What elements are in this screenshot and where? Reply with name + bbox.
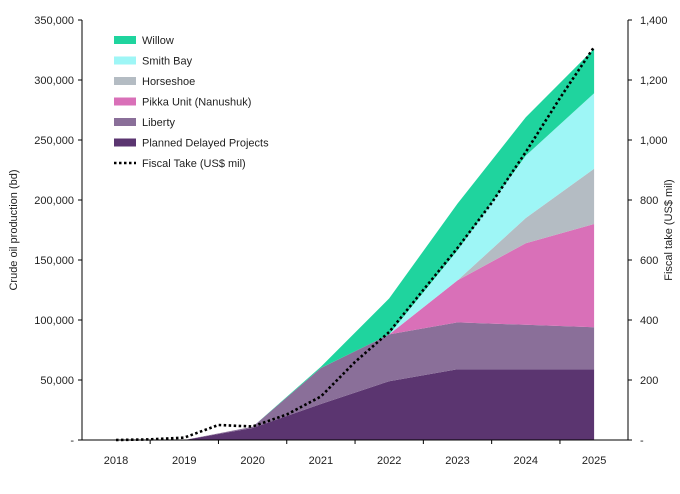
stacked-areas (116, 48, 595, 441)
legend-item-pikka-unit-nanushuk: Pikka Unit (Nanushuk) (114, 97, 251, 109)
y-right-tick-label: 800 (640, 195, 658, 207)
y-right-tick-label: 200 (640, 375, 658, 387)
x-tick-label: 2020 (240, 455, 264, 467)
y-right-tick-label: 1,000 (640, 135, 668, 147)
legend-item-smith-bay: Smith Bay (114, 56, 193, 68)
area-planned-delayed-projects (116, 369, 595, 440)
legend-swatch (114, 56, 136, 65)
y-right-tick-label: 600 (640, 255, 658, 267)
x-tick-label: 2025 (582, 455, 606, 467)
y-left-tick-label: 100,000 (34, 315, 74, 327)
legend-label: Pikka Unit (Nanushuk) (142, 97, 251, 109)
legend-item-fiscal-take-us-mil: Fiscal Take (US$ mil) (114, 158, 246, 170)
legend-swatch (114, 118, 136, 126)
legend-label: Horseshoe (142, 76, 195, 88)
legend: Willow Smith Bay Horseshoe Pikka Unit (Nanu… (114, 35, 269, 170)
y-left-tick-label: 250,000 (34, 135, 74, 147)
fiscal-take-line-layer (115, 46, 596, 442)
x-tick-label: 2022 (377, 455, 401, 467)
legend-swatch (114, 36, 136, 44)
x-tick-label: 2024 (514, 455, 538, 467)
legend-item-liberty: Liberty (114, 117, 176, 129)
legend-label: Willow (142, 35, 174, 47)
legend-item-willow: Willow (114, 35, 174, 47)
y-left-tick-label: 200,000 (34, 195, 74, 207)
y-left-tick-label: 350,000 (34, 15, 74, 27)
y-axis-left-title: Crude oil production (bd) (8, 169, 20, 290)
x-tick-label: 2021 (309, 455, 333, 467)
area-pikka-unit-nanushuk (116, 224, 595, 440)
x-tick-label: 2023 (445, 455, 469, 467)
legend-swatch (114, 138, 136, 147)
legend-swatch (114, 97, 136, 106)
y-right-tick-label: 1,200 (640, 75, 668, 87)
axes: - 50,000 100,000 150,000 200,000 250,000 300,0… (34, 15, 667, 467)
y-right-tick-label: - (640, 435, 644, 447)
y-axis-right-title: Fiscal take (US$ mil) (663, 179, 675, 280)
x-tick-label: 2018 (104, 455, 128, 467)
legend-label: Liberty (142, 117, 176, 129)
y-left-tick-label: 150,000 (34, 255, 74, 267)
y-left-tick-label: 300,000 (34, 75, 74, 87)
legend-item-planned-delayed-projects: Planned Delayed Projects (114, 138, 269, 150)
legend-label: Smith Bay (142, 56, 193, 68)
legend-label: Fiscal Take (US$ mil) (142, 158, 246, 170)
y-right-tick-label: 1,400 (640, 15, 668, 27)
fiscal-take-line (115, 46, 596, 442)
y-right-tick-label: 400 (640, 315, 658, 327)
area-liberty (116, 322, 595, 440)
y-left-tick-label: - (70, 435, 74, 447)
legend-item-horseshoe: Horseshoe (114, 76, 195, 88)
x-tick-label: 2019 (172, 455, 196, 467)
y-left-tick-label: 50,000 (40, 375, 74, 387)
legend-swatch (114, 77, 136, 85)
legend-label: Planned Delayed Projects (142, 138, 269, 150)
